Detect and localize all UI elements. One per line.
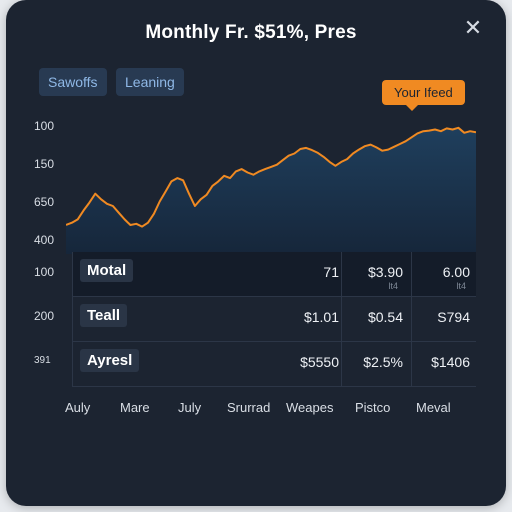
y-label-3: 650 [34, 195, 55, 209]
your-feed-badge[interactable]: Your Ifeed [382, 80, 465, 111]
row-label: Teall [80, 304, 128, 327]
table-row: Teall $1.01 $0.54 S794 [72, 297, 476, 342]
chart-series-line [66, 126, 476, 228]
y-label-5: 100 [34, 265, 55, 279]
area-chart [66, 126, 476, 254]
dialog-title: Monthly Fr. $51%, Pres [145, 22, 357, 43]
y-label-4: 400 [34, 233, 55, 247]
row-label: Motal [80, 259, 134, 282]
y-label-1: 100 [34, 119, 55, 133]
y-label-7: 391 [34, 355, 51, 366]
row-label: Ayresl [80, 349, 140, 372]
cell-subtext: lt4 [388, 281, 398, 291]
table-cell: $1.01 [303, 309, 339, 325]
x-label: July [178, 400, 202, 415]
chart-area-fill [66, 127, 476, 254]
table-row: Ayresl $5550 $2.5% $1406 [72, 342, 476, 387]
table-cell: S794 [437, 309, 470, 325]
table-cell: $0.54 [367, 309, 403, 325]
table-cell: $5550 [300, 354, 339, 370]
table-row: Motal 71 $3.90 6.00 lt4 lt4 [72, 252, 476, 297]
x-label: Pistco [355, 400, 391, 415]
axis-line [72, 252, 73, 387]
x-label: Srurrad [227, 400, 271, 415]
tab-leaning[interactable]: Leaning [116, 68, 184, 96]
table-cell: 6.00 [442, 264, 470, 280]
chart-dialog: Monthly Fr. $51%, Pres ✕ Sawoffs Leaning… [6, 0, 506, 506]
table-cell: 71 [323, 264, 339, 280]
x-label: Auly [65, 400, 91, 415]
y-label-6: 200 [34, 309, 55, 323]
x-label: Meval [416, 400, 451, 415]
table-cell: $3.90 [367, 264, 403, 280]
table-cell: $1406 [431, 354, 470, 370]
x-label: Weapes [286, 400, 334, 415]
x-label: Mare [120, 400, 150, 415]
close-icon[interactable]: ✕ [463, 15, 483, 40]
table-cell: $2.5% [363, 354, 403, 370]
column-divider [341, 252, 342, 387]
y-label-2: 150 [34, 157, 55, 171]
tab-sawoffs[interactable]: Sawoffs [39, 68, 107, 96]
column-divider [411, 252, 412, 387]
cell-subtext: lt4 [456, 281, 466, 291]
